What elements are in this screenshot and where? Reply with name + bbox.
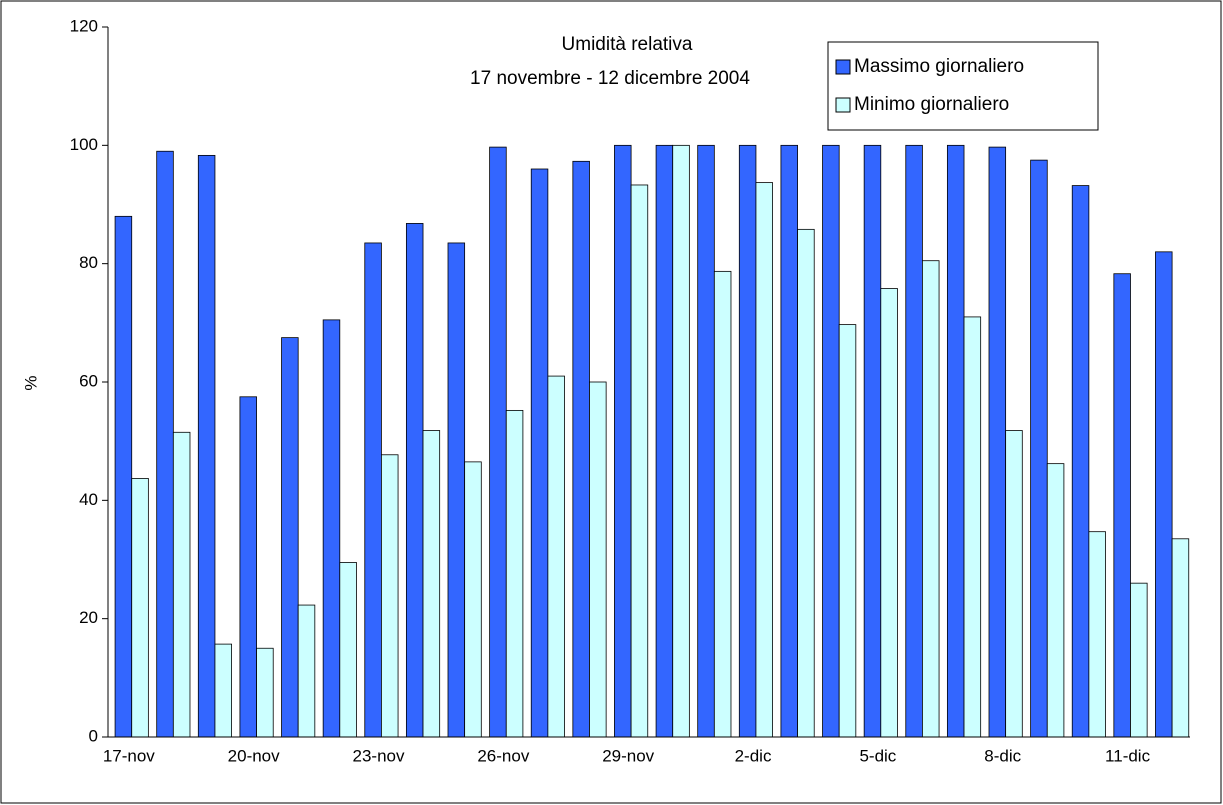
legend-label: Massimo giornaliero [854, 56, 1024, 77]
bar [405, 223, 424, 738]
bar [281, 337, 299, 738]
bar [1046, 463, 1065, 738]
bar [780, 144, 798, 738]
bar [963, 316, 982, 738]
bar [1130, 582, 1148, 738]
x-tick-label: 2-dic [735, 746, 772, 765]
bar [880, 288, 898, 738]
bar [505, 409, 524, 738]
bar [114, 215, 133, 738]
y-tick-label: 100 [70, 135, 98, 154]
bar [738, 144, 757, 738]
bar [614, 144, 632, 738]
bar [381, 454, 399, 738]
bar [922, 260, 940, 738]
x-tick-label: 23-nov [353, 746, 405, 765]
bar [1030, 159, 1048, 738]
legend-box [827, 41, 1099, 131]
bar [655, 144, 674, 738]
bar [297, 604, 316, 738]
x-tick-label: 5-dic [859, 746, 896, 765]
bar [547, 375, 565, 738]
chart-subtitle: 17 novembre - 12 dicembre 2004 [470, 68, 750, 89]
bar [197, 154, 216, 738]
bar [988, 146, 1007, 738]
bar [364, 242, 382, 738]
bar [339, 562, 357, 738]
bar [589, 381, 607, 738]
bar [755, 182, 773, 738]
bar [672, 144, 690, 738]
bar [422, 430, 441, 738]
bar [905, 144, 923, 738]
bar [464, 461, 482, 738]
legend-swatch [835, 97, 851, 113]
bar [946, 144, 965, 738]
chart-title: Umidità relativa [562, 34, 693, 55]
bar [256, 647, 274, 738]
x-tick-label: 8-dic [984, 746, 1021, 765]
bar [630, 184, 649, 738]
bar [322, 319, 341, 738]
legend-swatch [835, 59, 851, 75]
legend-label: Minimo giornaliero [854, 94, 1009, 115]
x-tick-label: 26-nov [477, 746, 529, 765]
y-tick-label: 80 [79, 253, 98, 272]
bar [713, 270, 732, 738]
bar [1155, 251, 1173, 738]
x-tick-label: 11-dic [1105, 746, 1151, 765]
bar [239, 396, 257, 738]
y-tick-label: 0 [89, 726, 98, 745]
y-axis-label: % [21, 375, 40, 390]
bar [156, 150, 174, 738]
bar [822, 144, 840, 738]
bar [214, 643, 232, 738]
bar [1088, 531, 1106, 738]
y-tick-label: 120 [70, 16, 98, 35]
bar [172, 431, 191, 738]
bar [697, 144, 715, 738]
y-tick-label: 20 [79, 608, 98, 627]
bar [530, 168, 549, 738]
bar [1171, 538, 1190, 738]
bar [1113, 273, 1131, 738]
y-tick-label: 40 [79, 490, 98, 509]
bar [131, 478, 149, 738]
y-tick-label: 60 [79, 371, 98, 390]
bar [1071, 185, 1090, 738]
bar [1005, 430, 1023, 738]
x-tick-label: 20-nov [228, 746, 280, 765]
bar [572, 160, 590, 738]
bar [797, 228, 815, 738]
bar [838, 324, 857, 738]
bar [447, 242, 466, 738]
bar [489, 146, 507, 738]
bar [863, 144, 882, 738]
x-tick-label: 17-nov [103, 746, 155, 765]
x-tick-label: 29-nov [602, 746, 654, 765]
